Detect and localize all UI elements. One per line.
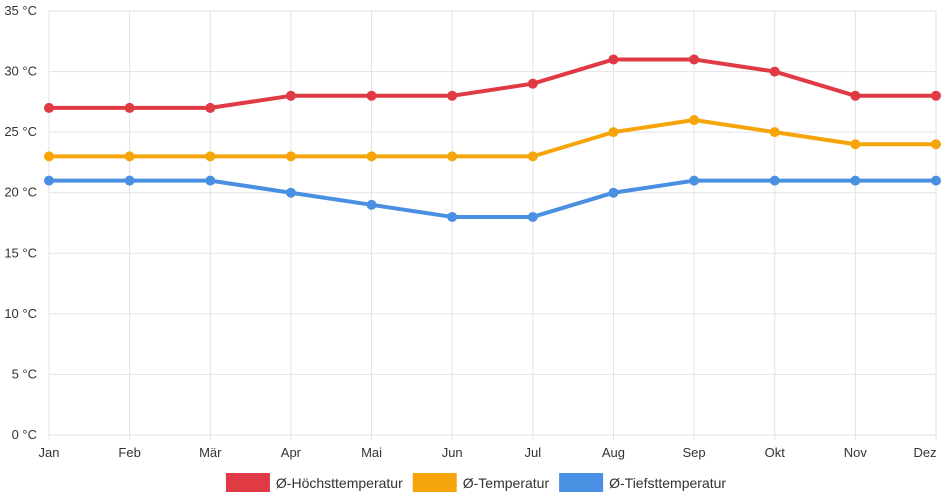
legend-item-o-hochsttemperatur[interactable]: Ø-Höchsttemperatur	[225, 473, 403, 492]
x-tick-label-jun: Jun	[442, 445, 463, 460]
legend-label-o-tiefsttemperatur: Ø-Tiefsttemperatur	[609, 475, 726, 491]
series-o-hochsttemperatur	[44, 54, 941, 113]
y-tick-label-30: 30 °C	[4, 64, 37, 79]
data-point-o-hochsttemperatur-feb[interactable]	[124, 102, 135, 113]
data-point-o-tiefsttemperatur-mai[interactable]	[366, 199, 377, 210]
data-point-o-temperatur-feb[interactable]	[124, 151, 135, 162]
x-axis-ticks: Jan Feb Mär Apr Mai Jun Jul Aug Sep Okt Nov Dez	[39, 445, 937, 460]
series	[44, 54, 941, 222]
data-point-o-temperatur-dez[interactable]	[931, 139, 941, 150]
legend-swatch-o-temperatur	[412, 473, 457, 492]
data-point-o-temperatur-jul[interactable]	[527, 151, 538, 162]
x-tick-label-aug: Aug	[602, 445, 625, 460]
data-point-o-temperatur-aug[interactable]	[608, 127, 619, 138]
legend[interactable]: Ø-Höchsttemperatur Ø-Temperatur Ø-Tiefstte…	[225, 473, 726, 492]
x-tick-label-jul: Jul	[525, 445, 542, 460]
data-point-o-hochsttemperatur-apr[interactable]	[285, 90, 296, 101]
data-point-o-tiefsttemperatur-okt[interactable]	[769, 175, 780, 186]
legend-label-o-temperatur: Ø-Temperatur	[463, 475, 550, 491]
data-point-o-tiefsttemperatur-feb[interactable]	[124, 175, 135, 186]
data-point-o-hochsttemperatur-jun[interactable]	[447, 90, 458, 101]
data-point-o-temperatur-apr[interactable]	[285, 151, 296, 162]
x-tick-label-apr: Apr	[281, 445, 302, 460]
x-tick-label-mar: Mär	[199, 445, 222, 460]
data-point-o-temperatur-jun[interactable]	[447, 151, 458, 162]
data-point-o-temperatur-mar[interactable]	[205, 151, 216, 162]
data-point-o-tiefsttemperatur-jun[interactable]	[447, 211, 458, 222]
y-axis-ticks: 0 °C 5 °C 10 °C 15 °C 20 °C 25 °C 30 °C 35 °C	[4, 3, 37, 442]
series-line-o-tiefsttemperatur	[47, 178, 938, 219]
x-tick-label-jan: Jan	[39, 445, 60, 460]
y-tick-label-20: 20 °C	[4, 185, 37, 200]
data-point-o-tiefsttemperatur-jul[interactable]	[527, 211, 538, 222]
data-point-o-hochsttemperatur-jan[interactable]	[44, 102, 54, 113]
y-tick-label-0: 0 °C	[12, 427, 37, 442]
x-tick-label-okt: Okt	[765, 445, 786, 460]
data-point-o-hochsttemperatur-sep[interactable]	[689, 54, 700, 65]
legend-label-o-hochsttemperatur: Ø-Höchsttemperatur	[276, 475, 403, 491]
legend-item-o-tiefsttemperatur[interactable]: Ø-Tiefsttemperatur	[559, 473, 726, 492]
series-o-tiefsttemperatur	[44, 175, 941, 222]
data-point-o-hochsttemperatur-nov[interactable]	[850, 90, 861, 101]
data-point-o-temperatur-jan[interactable]	[44, 151, 54, 162]
y-tick-label-25: 25 °C	[4, 124, 37, 139]
y-tick-label-5: 5 °C	[12, 366, 37, 381]
y-tick-label-10: 10 °C	[4, 306, 37, 321]
data-point-o-tiefsttemperatur-nov[interactable]	[850, 175, 861, 186]
data-point-o-hochsttemperatur-dez[interactable]	[931, 90, 941, 101]
data-point-o-hochsttemperatur-mai[interactable]	[366, 90, 377, 101]
series-line-o-temperatur	[47, 118, 938, 159]
data-point-o-hochsttemperatur-okt[interactable]	[769, 66, 780, 77]
series-o-temperatur	[44, 115, 941, 162]
grid	[48, 10, 937, 440]
series-line-o-hochsttemperatur	[47, 57, 938, 110]
y-tick-label-35: 35 °C	[4, 3, 37, 18]
data-point-o-tiefsttemperatur-aug[interactable]	[608, 187, 619, 198]
data-point-o-temperatur-okt[interactable]	[769, 127, 780, 138]
y-tick-label-15: 15 °C	[4, 245, 37, 260]
data-point-o-temperatur-sep[interactable]	[689, 115, 700, 126]
x-tick-label-dez: Dez	[913, 445, 936, 460]
x-tick-label-sep: Sep	[683, 445, 706, 460]
x-tick-label-nov: Nov	[844, 445, 868, 460]
legend-item-o-temperatur[interactable]: Ø-Temperatur	[412, 473, 550, 492]
data-point-o-temperatur-nov[interactable]	[850, 139, 861, 150]
x-tick-label-feb: Feb	[118, 445, 140, 460]
legend-swatch-o-tiefsttemperatur	[559, 473, 604, 492]
data-point-o-hochsttemperatur-jul[interactable]	[527, 78, 538, 89]
legend-swatch-o-hochsttemperatur	[225, 473, 270, 492]
data-point-o-tiefsttemperatur-jan[interactable]	[44, 175, 54, 186]
data-point-o-tiefsttemperatur-apr[interactable]	[285, 187, 296, 198]
data-point-o-hochsttemperatur-mar[interactable]	[205, 102, 216, 113]
data-point-o-tiefsttemperatur-dez[interactable]	[931, 175, 941, 186]
data-point-o-tiefsttemperatur-mar[interactable]	[205, 175, 216, 186]
data-point-o-temperatur-mai[interactable]	[366, 151, 377, 162]
data-point-o-hochsttemperatur-aug[interactable]	[608, 54, 619, 65]
data-point-o-tiefsttemperatur-sep[interactable]	[689, 175, 700, 186]
x-tick-label-mai: Mai	[361, 445, 382, 460]
